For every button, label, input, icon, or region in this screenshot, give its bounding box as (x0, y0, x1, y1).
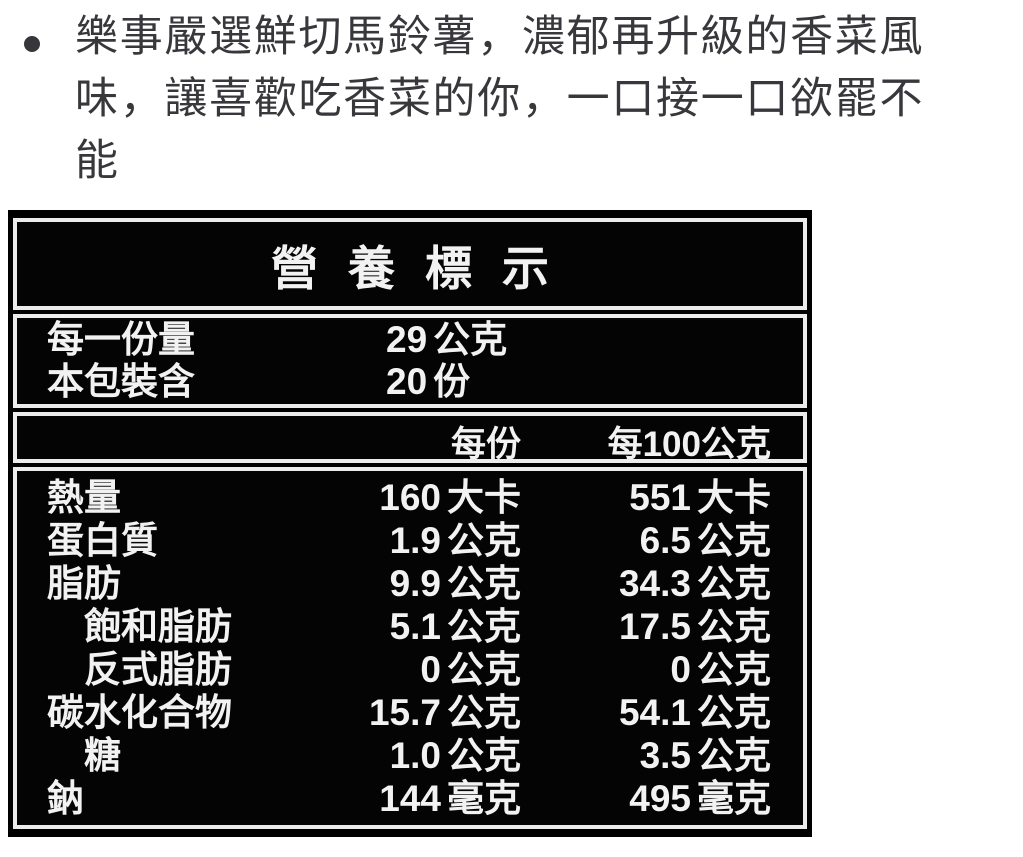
nutrient-rows-box: 熱量 160 大卡 551 大卡 蛋白質 1.9 公克 6.5 公克 脂肪 9.9 公克 … (13, 467, 807, 829)
nutrient-per-100g-value: 0 公克 (670, 649, 771, 690)
serving-info-label: 本包裝含 (47, 361, 195, 402)
serving-info-row: 本包裝含 20 份 (47, 361, 803, 403)
nutrient-name: 反式脂肪 (84, 649, 232, 690)
nutrient-name: 脂肪 (47, 563, 121, 604)
nutrient-per-serving-value: 1.0 公克 (389, 735, 521, 776)
nutrient-row: 脂肪 9.9 公克 34.3 公克 (17, 562, 803, 605)
serving-info-row: 每一份量 29 公克 (47, 319, 803, 361)
column-header-per-100g: 每100公克 (607, 425, 771, 463)
nutrient-per-serving-value: 0 公克 (420, 649, 521, 690)
nutrient-per-100g-value: 3.5 公克 (639, 735, 771, 776)
nutrient-per-serving-value: 9.9 公克 (389, 563, 521, 604)
nutrient-row: 飽和脂肪 5.1 公克 17.5 公克 (17, 605, 803, 648)
nutrient-name: 蛋白質 (47, 520, 158, 561)
nutrient-row: 糖 1.0 公克 3.5 公克 (17, 734, 803, 777)
bullet-icon (24, 36, 40, 52)
nutrient-per-100g-value: 6.5 公克 (639, 520, 771, 561)
nutrient-per-serving-value: 5.1 公克 (389, 606, 521, 647)
product-description-text: 樂事嚴選鮮切馬鈴薯，濃郁再升級的香菜風味，讓喜歡吃香菜的你，一口接一口欲罷不能 (75, 13, 923, 185)
nutrient-name: 碳水化合物 (47, 692, 232, 733)
serving-info-value: 29 公克 (386, 319, 508, 360)
column-header-box: 每份 每100公克 (13, 412, 807, 463)
serving-info-value: 20 份 (386, 361, 471, 402)
nutrient-per-serving-value: 15.7 公克 (368, 692, 521, 733)
nutrient-per-serving-value: 144 毫克 (379, 778, 521, 819)
serving-info-box: 每一份量 29 公克 本包裝含 20 份 (13, 314, 807, 408)
serving-info-label: 每一份量 (47, 319, 195, 360)
nutrition-label: 營養標示 每一份量 29 公克 本包裝含 20 份 每份 每100公克 熱量 160… (8, 210, 812, 837)
nutrient-row: 蛋白質 1.9 公克 6.5 公克 (17, 519, 803, 562)
nutrient-row: 碳水化合物 15.7 公克 54.1 公克 (17, 691, 803, 734)
column-header-row: 每份 每100公克 (17, 416, 803, 459)
nutrient-per-100g-value: 551 大卡 (629, 477, 771, 518)
nutrient-row: 熱量 160 大卡 551 大卡 (17, 476, 803, 519)
nutrition-label-title: 營養標示 (271, 241, 579, 295)
nutrient-row: 鈉 144 毫克 495 毫克 (17, 777, 803, 820)
nutrient-name: 飽和脂肪 (84, 606, 232, 647)
nutrient-per-100g-value: 34.3 公克 (618, 563, 771, 604)
nutrient-name: 熱量 (47, 477, 121, 518)
nutrient-per-serving-value: 1.9 公克 (389, 520, 521, 561)
nutrient-name: 鈉 (47, 778, 84, 819)
nutrient-row: 反式脂肪 0 公克 0 公克 (17, 648, 803, 691)
nutrition-label-title-box: 營養標示 (13, 218, 807, 310)
nutrient-per-100g-value: 54.1 公克 (618, 692, 771, 733)
nutrient-per-100g-value: 495 毫克 (629, 778, 771, 819)
column-header-per-serving: 每份 (450, 425, 521, 463)
nutrient-per-serving-value: 160 大卡 (379, 477, 521, 518)
nutrient-per-100g-value: 17.5 公克 (618, 606, 771, 647)
nutrient-name: 糖 (84, 735, 121, 776)
